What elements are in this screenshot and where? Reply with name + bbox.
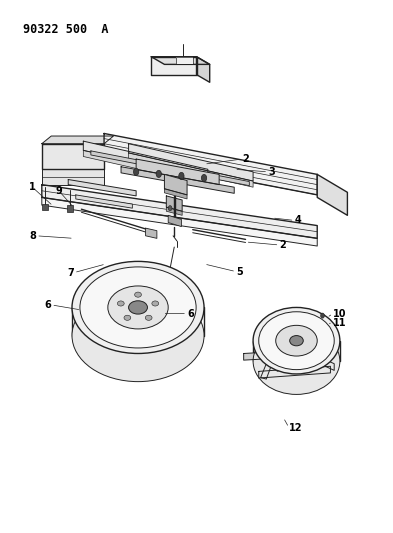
Bar xyxy=(67,205,73,212)
Polygon shape xyxy=(104,133,317,195)
Ellipse shape xyxy=(259,312,334,369)
Polygon shape xyxy=(83,150,208,184)
Text: 5: 5 xyxy=(236,266,243,277)
Ellipse shape xyxy=(152,301,159,306)
Text: 90322 500  A: 90322 500 A xyxy=(23,23,108,36)
Text: 3: 3 xyxy=(268,167,275,177)
Polygon shape xyxy=(129,144,253,181)
Ellipse shape xyxy=(135,292,141,297)
Text: 2: 2 xyxy=(279,240,286,250)
Ellipse shape xyxy=(72,261,204,353)
Polygon shape xyxy=(76,195,132,208)
Text: 1: 1 xyxy=(29,182,36,192)
Polygon shape xyxy=(304,350,334,370)
Ellipse shape xyxy=(108,286,168,329)
Ellipse shape xyxy=(118,301,124,306)
Circle shape xyxy=(306,367,309,371)
Polygon shape xyxy=(166,196,182,211)
Ellipse shape xyxy=(80,267,196,348)
Polygon shape xyxy=(164,189,187,199)
Polygon shape xyxy=(166,207,182,215)
Circle shape xyxy=(134,168,139,175)
Circle shape xyxy=(276,367,279,372)
Circle shape xyxy=(291,367,294,371)
Text: 2: 2 xyxy=(242,154,248,164)
Polygon shape xyxy=(317,174,347,215)
Polygon shape xyxy=(136,159,219,184)
Polygon shape xyxy=(151,56,210,64)
Ellipse shape xyxy=(124,315,131,320)
Circle shape xyxy=(168,206,172,211)
Text: 11: 11 xyxy=(333,318,347,328)
Circle shape xyxy=(179,172,184,180)
Ellipse shape xyxy=(253,328,340,394)
Ellipse shape xyxy=(290,336,303,346)
Circle shape xyxy=(156,171,162,177)
Circle shape xyxy=(321,313,324,318)
Ellipse shape xyxy=(129,301,147,314)
Text: 6: 6 xyxy=(187,309,194,319)
Text: 9: 9 xyxy=(55,186,62,196)
Polygon shape xyxy=(42,169,104,184)
Polygon shape xyxy=(145,228,157,238)
Circle shape xyxy=(201,174,207,182)
Ellipse shape xyxy=(276,325,317,356)
Text: 10: 10 xyxy=(333,309,347,319)
Polygon shape xyxy=(259,366,331,378)
Polygon shape xyxy=(68,180,136,196)
Text: 8: 8 xyxy=(29,231,36,241)
Polygon shape xyxy=(42,136,114,144)
Ellipse shape xyxy=(253,308,340,374)
Polygon shape xyxy=(91,151,249,185)
Polygon shape xyxy=(42,197,317,246)
Polygon shape xyxy=(164,174,187,195)
Text: 12: 12 xyxy=(289,423,303,433)
Text: 7: 7 xyxy=(67,268,74,278)
Text: 4: 4 xyxy=(295,215,301,225)
Polygon shape xyxy=(42,144,104,169)
Polygon shape xyxy=(261,348,277,379)
Polygon shape xyxy=(168,215,182,227)
Polygon shape xyxy=(196,56,210,82)
Bar xyxy=(42,204,48,210)
Polygon shape xyxy=(244,351,289,360)
Polygon shape xyxy=(83,141,208,179)
Polygon shape xyxy=(121,167,234,193)
Text: 6: 6 xyxy=(44,300,51,310)
Polygon shape xyxy=(151,56,196,75)
Polygon shape xyxy=(42,184,317,238)
Polygon shape xyxy=(129,153,253,187)
Ellipse shape xyxy=(72,289,204,382)
Ellipse shape xyxy=(145,315,152,320)
Polygon shape xyxy=(176,56,193,64)
